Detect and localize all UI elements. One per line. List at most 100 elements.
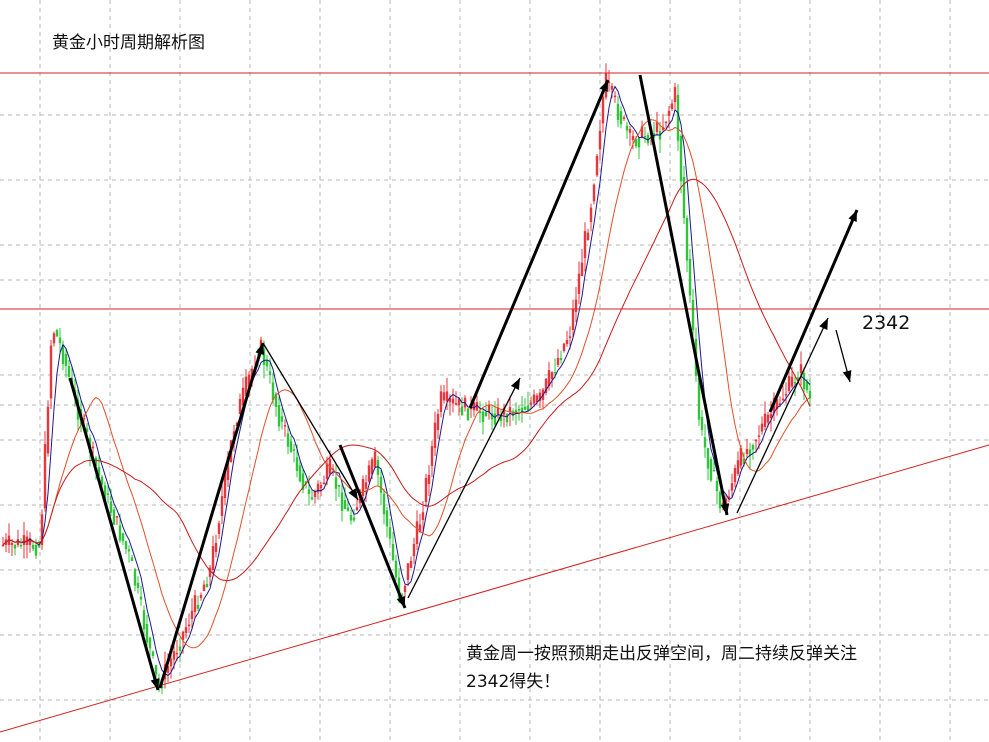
candle-up (472, 402, 476, 411)
candle-up (607, 81, 611, 84)
candle-up (583, 231, 587, 258)
candle-down (151, 651, 155, 656)
candle-down (265, 360, 269, 367)
candle-up (355, 507, 359, 511)
candle-down (379, 476, 383, 493)
wave-arrows (68, 74, 859, 691)
candle-up (184, 627, 188, 633)
candle-down (286, 433, 290, 447)
candle-down (691, 300, 695, 331)
candle-up (733, 468, 737, 483)
horizontal-levels (0, 72, 989, 310)
candle-down (352, 517, 356, 521)
wave-arrow-3 (262, 342, 359, 501)
candle-down (391, 544, 395, 560)
candle-up (769, 413, 773, 418)
candle-up (529, 402, 533, 405)
candle-down (334, 477, 338, 489)
candle-up (244, 376, 248, 396)
candle-up (40, 514, 44, 545)
wave-arrow-1 (68, 377, 160, 691)
candle-down (490, 413, 494, 420)
candle-up (409, 560, 413, 568)
candle-up (799, 364, 803, 373)
candle-up (199, 594, 203, 598)
candle-down (178, 646, 182, 651)
candle-up (622, 117, 626, 119)
candle-up (532, 394, 536, 404)
candle-down (145, 624, 149, 643)
candle-up (727, 496, 731, 499)
candle-down (523, 406, 527, 410)
candle-down (493, 413, 497, 425)
ma-mid-line (2, 119, 811, 649)
candle-up (211, 546, 215, 570)
candle-up (208, 567, 212, 577)
candle-up (418, 524, 422, 532)
candle-up (631, 135, 635, 140)
candle-down (517, 409, 521, 411)
candle-down (301, 473, 305, 490)
candle-down (388, 527, 392, 539)
candle-up (775, 398, 779, 409)
candle-down (268, 371, 272, 376)
candle-down (127, 549, 131, 552)
candle-up (427, 474, 431, 484)
candle-up (370, 459, 374, 475)
candle-down (154, 665, 158, 675)
candle-down (343, 500, 347, 510)
candle-down (802, 373, 806, 390)
candle-down (394, 560, 398, 578)
candle-up (403, 585, 407, 592)
candle-up (778, 403, 782, 405)
candle-up (250, 368, 254, 378)
candle-down (481, 411, 485, 423)
candle-down (97, 467, 101, 476)
candle-up (448, 397, 452, 403)
candle-down (514, 410, 518, 414)
candle-down (688, 259, 692, 296)
candle-down (805, 382, 809, 391)
candle-up (373, 451, 377, 468)
candle-down (142, 610, 146, 630)
candle-down (289, 441, 293, 452)
candle-up (172, 651, 176, 660)
resistance-level-label: 2342 (862, 312, 911, 334)
candle-up (757, 435, 761, 437)
candle-up (238, 398, 242, 414)
candle-up (22, 535, 26, 545)
candle-up (496, 407, 500, 415)
candle-down (793, 382, 797, 384)
candle-up (220, 496, 224, 516)
candle-down (94, 457, 98, 466)
candle-down (133, 569, 137, 586)
candle-down (679, 136, 683, 182)
candle-down (100, 476, 104, 485)
candle-down (709, 459, 713, 481)
candle-down (808, 391, 812, 399)
candle-up (235, 422, 239, 426)
candle-up (595, 155, 599, 176)
candle-up (610, 85, 614, 90)
candle-up (721, 502, 725, 505)
candle-down (796, 377, 800, 382)
candle-down (64, 354, 68, 366)
candle-up (739, 448, 743, 466)
candle-up (577, 273, 581, 294)
candle-down (307, 489, 311, 494)
candle-down (37, 545, 41, 547)
candle-down (751, 445, 755, 450)
candle-up (214, 542, 218, 552)
candle-up (781, 398, 785, 401)
candle-down (400, 594, 404, 598)
candle-up (589, 207, 593, 222)
candle-down (34, 545, 38, 556)
candle-down (157, 678, 161, 685)
candle-down (55, 330, 59, 337)
candle-up (661, 126, 665, 130)
candle-up (550, 372, 554, 379)
candle-up (598, 130, 602, 150)
candle-up (544, 378, 548, 393)
rising-trendline (0, 444, 989, 733)
candle-down (712, 470, 716, 472)
